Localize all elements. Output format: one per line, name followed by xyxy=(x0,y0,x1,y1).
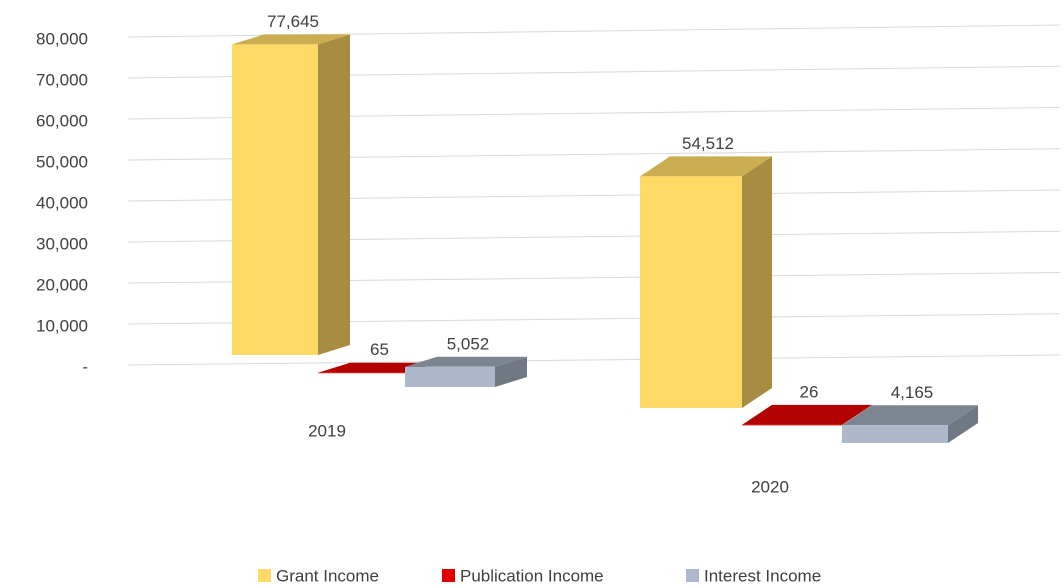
y-tick-label: - xyxy=(82,357,88,376)
bar-top xyxy=(742,404,872,425)
data-label: 77,645 xyxy=(267,12,319,31)
bar xyxy=(842,425,948,443)
bar-side xyxy=(318,34,350,356)
x-tick-label: 2020 xyxy=(751,477,789,496)
bar xyxy=(405,366,495,387)
y-tick-label: 10,000 xyxy=(36,316,88,335)
bar xyxy=(232,44,318,356)
data-label: 26 xyxy=(800,382,819,401)
bar-side xyxy=(742,156,772,408)
bar xyxy=(318,372,405,374)
legend-swatch xyxy=(258,569,271,582)
bar xyxy=(640,176,742,408)
data-label: 5,052 xyxy=(447,334,490,353)
legend-label: Publication Income xyxy=(460,566,604,585)
legend-swatch xyxy=(442,569,455,582)
y-tick-label: 70,000 xyxy=(36,70,88,89)
y-tick-label: 40,000 xyxy=(36,193,88,212)
legend-label: Grant Income xyxy=(276,566,379,585)
y-tick-label: 30,000 xyxy=(36,234,88,253)
bar xyxy=(742,424,842,426)
bar-top xyxy=(842,405,978,426)
bar-top xyxy=(405,356,527,367)
bar-top xyxy=(640,156,772,177)
bar-top xyxy=(232,34,350,45)
y-tick-label: 80,000 xyxy=(36,29,88,48)
bar-side xyxy=(842,404,872,425)
bar-side xyxy=(495,356,527,387)
y-tick-label: 20,000 xyxy=(36,275,88,294)
x-tick-label: 2019 xyxy=(308,421,346,440)
y-tick-label: 60,000 xyxy=(36,111,88,130)
grid-line xyxy=(127,354,1061,366)
bar-side xyxy=(948,405,978,443)
legend-swatch xyxy=(686,569,699,582)
legend-label: Interest Income xyxy=(704,566,821,585)
data-label: 54,512 xyxy=(682,134,734,153)
data-label: 4,165 xyxy=(891,383,934,402)
y-tick-label: 50,000 xyxy=(36,152,88,171)
data-label: 65 xyxy=(370,340,389,359)
